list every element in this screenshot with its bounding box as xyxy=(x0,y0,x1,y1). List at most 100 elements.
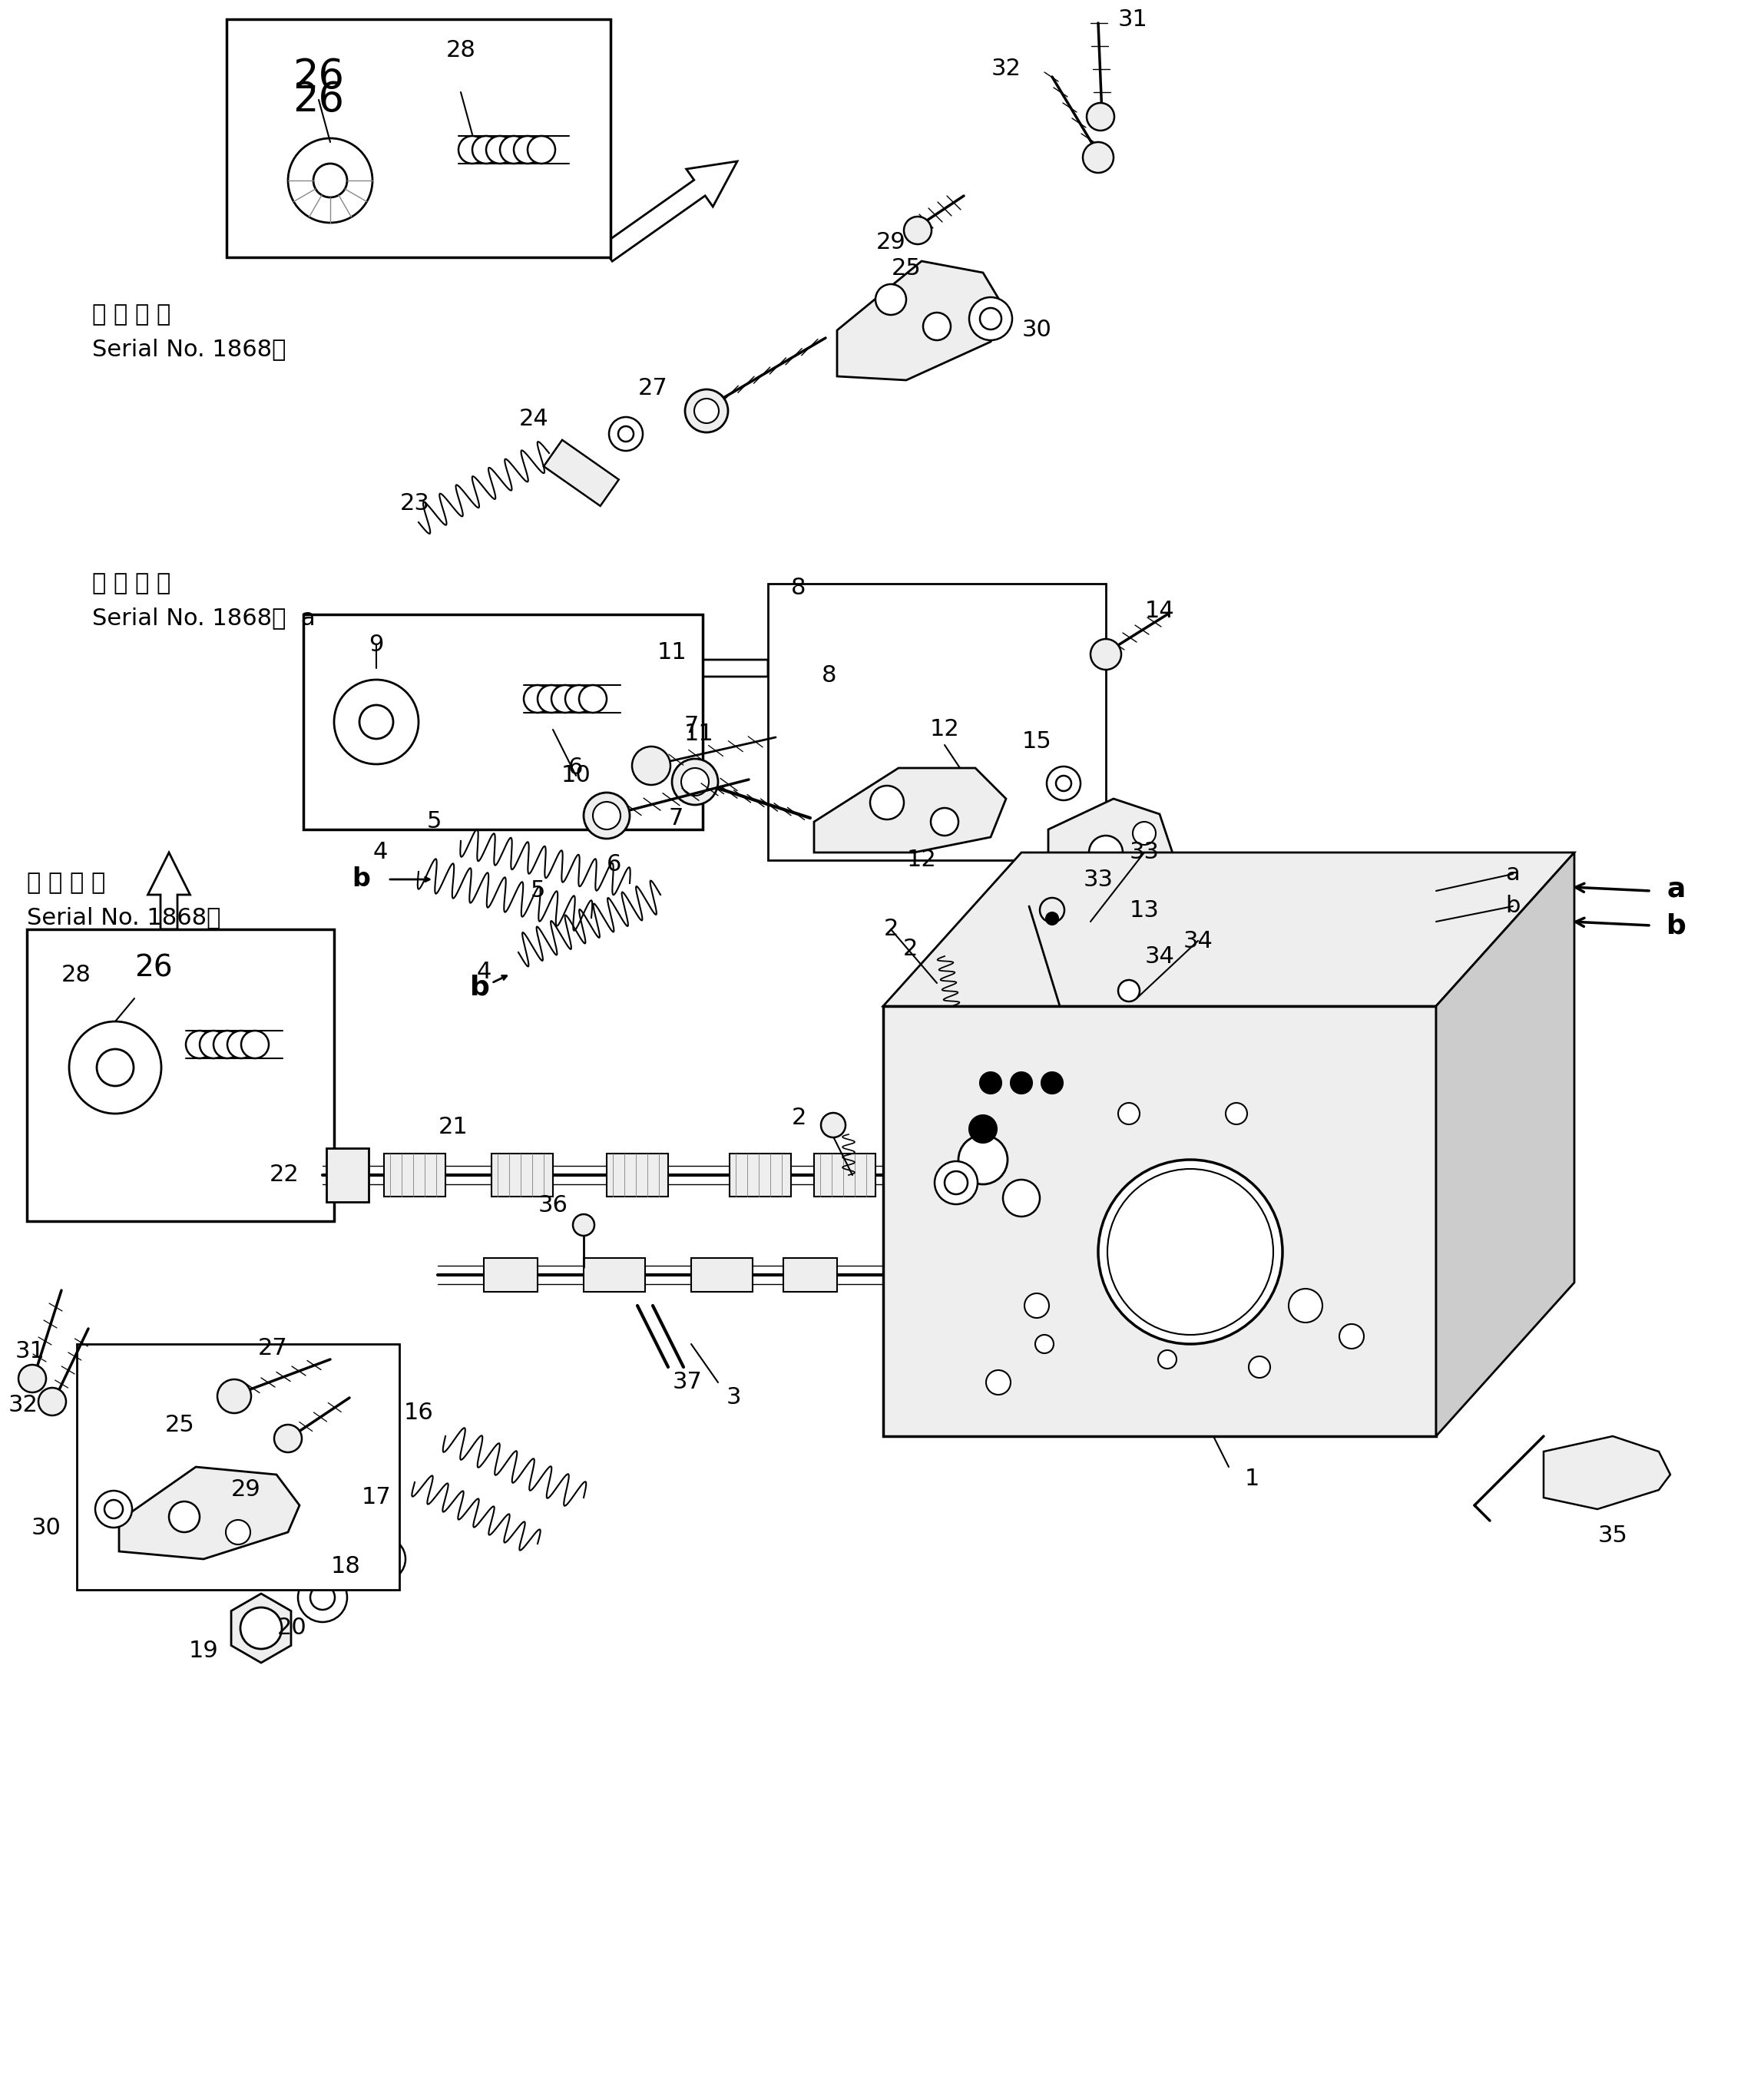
Text: 4: 4 xyxy=(372,842,388,863)
Circle shape xyxy=(1046,913,1058,925)
Circle shape xyxy=(242,1030,268,1059)
Bar xyxy=(813,1153,875,1197)
Circle shape xyxy=(39,1387,65,1416)
Text: Serial No. 1868～  a: Serial No. 1868～ a xyxy=(92,608,316,629)
Bar xyxy=(767,583,1106,861)
Text: 13: 13 xyxy=(1129,898,1159,921)
Circle shape xyxy=(968,297,1013,341)
Circle shape xyxy=(870,785,903,819)
Circle shape xyxy=(1083,142,1113,173)
Bar xyxy=(730,1153,790,1197)
Circle shape xyxy=(217,1379,250,1412)
Text: 適 用 号 機: 適 用 号 機 xyxy=(26,871,106,894)
Circle shape xyxy=(1004,1180,1039,1216)
Text: 25: 25 xyxy=(891,257,921,280)
Circle shape xyxy=(314,163,348,196)
Circle shape xyxy=(240,1606,282,1648)
Circle shape xyxy=(564,685,593,712)
Circle shape xyxy=(459,136,487,163)
Circle shape xyxy=(298,1573,348,1621)
Text: 23: 23 xyxy=(400,491,430,514)
Circle shape xyxy=(609,418,642,451)
Circle shape xyxy=(584,792,630,838)
Circle shape xyxy=(1088,836,1122,869)
Polygon shape xyxy=(543,441,619,506)
Circle shape xyxy=(199,1030,228,1059)
Text: 34: 34 xyxy=(1145,944,1175,967)
Circle shape xyxy=(1339,1324,1364,1349)
Text: 4: 4 xyxy=(476,961,490,982)
Bar xyxy=(226,19,610,257)
Circle shape xyxy=(527,136,556,163)
Text: 10: 10 xyxy=(561,765,591,788)
Circle shape xyxy=(362,1538,406,1581)
Circle shape xyxy=(374,1550,393,1569)
Text: 5: 5 xyxy=(427,811,441,834)
Circle shape xyxy=(958,1134,1007,1184)
Circle shape xyxy=(986,1370,1011,1395)
Text: 12: 12 xyxy=(930,719,960,742)
Text: 7: 7 xyxy=(684,714,699,737)
FancyArrow shape xyxy=(623,648,767,689)
Text: 32: 32 xyxy=(991,58,1021,79)
Text: 1: 1 xyxy=(1244,1466,1259,1489)
Text: 適 用 号 機: 適 用 号 機 xyxy=(92,303,171,326)
Circle shape xyxy=(1099,1159,1282,1343)
Circle shape xyxy=(1087,102,1115,130)
Circle shape xyxy=(875,284,907,315)
Circle shape xyxy=(487,136,513,163)
Circle shape xyxy=(981,1072,1002,1095)
Text: 17: 17 xyxy=(362,1487,392,1508)
Text: 22: 22 xyxy=(270,1164,300,1187)
Text: a: a xyxy=(1667,875,1685,902)
Circle shape xyxy=(97,1049,134,1086)
Text: 31: 31 xyxy=(1118,8,1148,31)
Circle shape xyxy=(1249,1356,1270,1379)
Text: b: b xyxy=(351,867,370,892)
Circle shape xyxy=(1289,1289,1323,1322)
Circle shape xyxy=(1118,1103,1140,1124)
Circle shape xyxy=(333,679,418,765)
Text: Serial No. 1868～: Serial No. 1868～ xyxy=(26,907,220,930)
Bar xyxy=(584,1258,646,1291)
Text: 5: 5 xyxy=(531,879,545,902)
Bar xyxy=(691,1258,753,1291)
Circle shape xyxy=(579,685,607,712)
Circle shape xyxy=(213,1030,242,1059)
Text: 3: 3 xyxy=(727,1387,741,1408)
Text: 28: 28 xyxy=(62,965,92,986)
Bar xyxy=(492,1153,552,1197)
Text: 8: 8 xyxy=(790,577,806,600)
Text: 28: 28 xyxy=(446,40,476,61)
Text: 26: 26 xyxy=(293,56,344,96)
Polygon shape xyxy=(884,852,1573,1007)
Text: 36: 36 xyxy=(538,1195,568,1218)
Text: 27: 27 xyxy=(258,1337,288,1360)
Text: a: a xyxy=(1506,863,1521,886)
Text: 25: 25 xyxy=(166,1414,194,1435)
Text: 12: 12 xyxy=(907,848,937,871)
Circle shape xyxy=(632,746,670,785)
Polygon shape xyxy=(838,261,1005,380)
Text: 2: 2 xyxy=(903,938,917,959)
Text: 9: 9 xyxy=(369,633,385,656)
Circle shape xyxy=(360,706,393,740)
Circle shape xyxy=(1057,775,1071,792)
Circle shape xyxy=(684,389,729,432)
Text: 11: 11 xyxy=(656,641,686,664)
Text: 2: 2 xyxy=(792,1107,806,1128)
FancyArrow shape xyxy=(148,852,191,930)
Bar xyxy=(26,930,333,1222)
Circle shape xyxy=(1041,1072,1064,1095)
Circle shape xyxy=(617,426,633,441)
Circle shape xyxy=(169,1502,199,1531)
Polygon shape xyxy=(118,1466,300,1558)
Circle shape xyxy=(681,769,709,796)
Circle shape xyxy=(1226,1103,1247,1124)
Text: 26: 26 xyxy=(293,79,344,119)
Text: 14: 14 xyxy=(1145,600,1175,623)
Circle shape xyxy=(1132,821,1155,844)
Text: 29: 29 xyxy=(231,1479,261,1502)
Circle shape xyxy=(944,1172,968,1195)
Circle shape xyxy=(513,136,542,163)
